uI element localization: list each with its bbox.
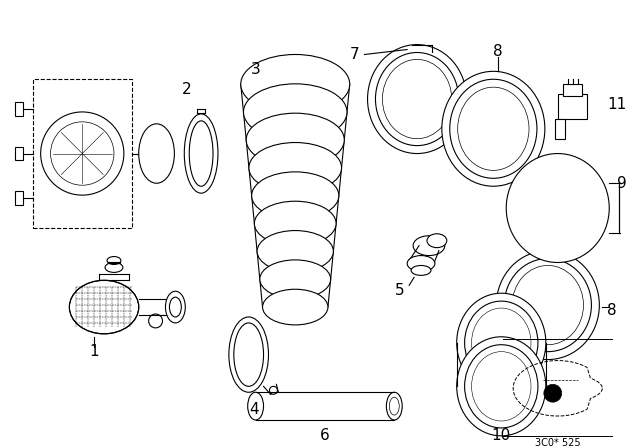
Bar	[15, 146, 23, 160]
Text: 7: 7	[350, 47, 360, 62]
Bar	[15, 191, 23, 205]
Bar	[15, 102, 23, 116]
Ellipse shape	[243, 84, 347, 140]
Text: 9: 9	[617, 176, 627, 191]
Circle shape	[554, 204, 562, 212]
Text: 3: 3	[251, 62, 260, 77]
Bar	[563, 84, 582, 96]
Text: 6: 6	[320, 428, 330, 444]
Bar	[557, 94, 588, 119]
Text: 8: 8	[607, 302, 617, 318]
Ellipse shape	[413, 236, 445, 255]
Ellipse shape	[457, 337, 546, 436]
Text: 3C0* 525: 3C0* 525	[535, 438, 580, 448]
Ellipse shape	[229, 317, 269, 392]
Ellipse shape	[139, 124, 174, 183]
Bar	[33, 79, 132, 228]
Ellipse shape	[107, 257, 121, 264]
Ellipse shape	[254, 201, 336, 246]
Text: 5: 5	[394, 283, 404, 298]
Ellipse shape	[105, 263, 123, 272]
Bar	[555, 119, 564, 139]
Ellipse shape	[387, 392, 402, 420]
Text: 4: 4	[249, 401, 259, 417]
Ellipse shape	[246, 113, 344, 167]
Ellipse shape	[257, 231, 333, 272]
Ellipse shape	[367, 44, 467, 154]
Text: 2: 2	[182, 82, 191, 97]
Ellipse shape	[442, 71, 545, 186]
Ellipse shape	[496, 250, 599, 360]
Ellipse shape	[262, 289, 328, 325]
Ellipse shape	[457, 293, 546, 392]
Ellipse shape	[427, 234, 447, 248]
Ellipse shape	[249, 142, 342, 193]
Ellipse shape	[407, 255, 435, 271]
Text: 1: 1	[90, 344, 99, 359]
Ellipse shape	[260, 260, 331, 298]
Circle shape	[148, 314, 163, 328]
Ellipse shape	[241, 55, 349, 114]
Circle shape	[515, 208, 525, 218]
Text: 8: 8	[493, 44, 503, 59]
Ellipse shape	[411, 266, 431, 276]
Circle shape	[269, 386, 277, 394]
Text: 10: 10	[492, 428, 511, 444]
Ellipse shape	[166, 291, 186, 323]
Ellipse shape	[252, 172, 339, 220]
Ellipse shape	[506, 154, 609, 263]
Ellipse shape	[69, 280, 139, 334]
Circle shape	[544, 384, 562, 402]
Text: 11: 11	[607, 96, 627, 112]
Ellipse shape	[248, 392, 264, 420]
Ellipse shape	[184, 114, 218, 193]
